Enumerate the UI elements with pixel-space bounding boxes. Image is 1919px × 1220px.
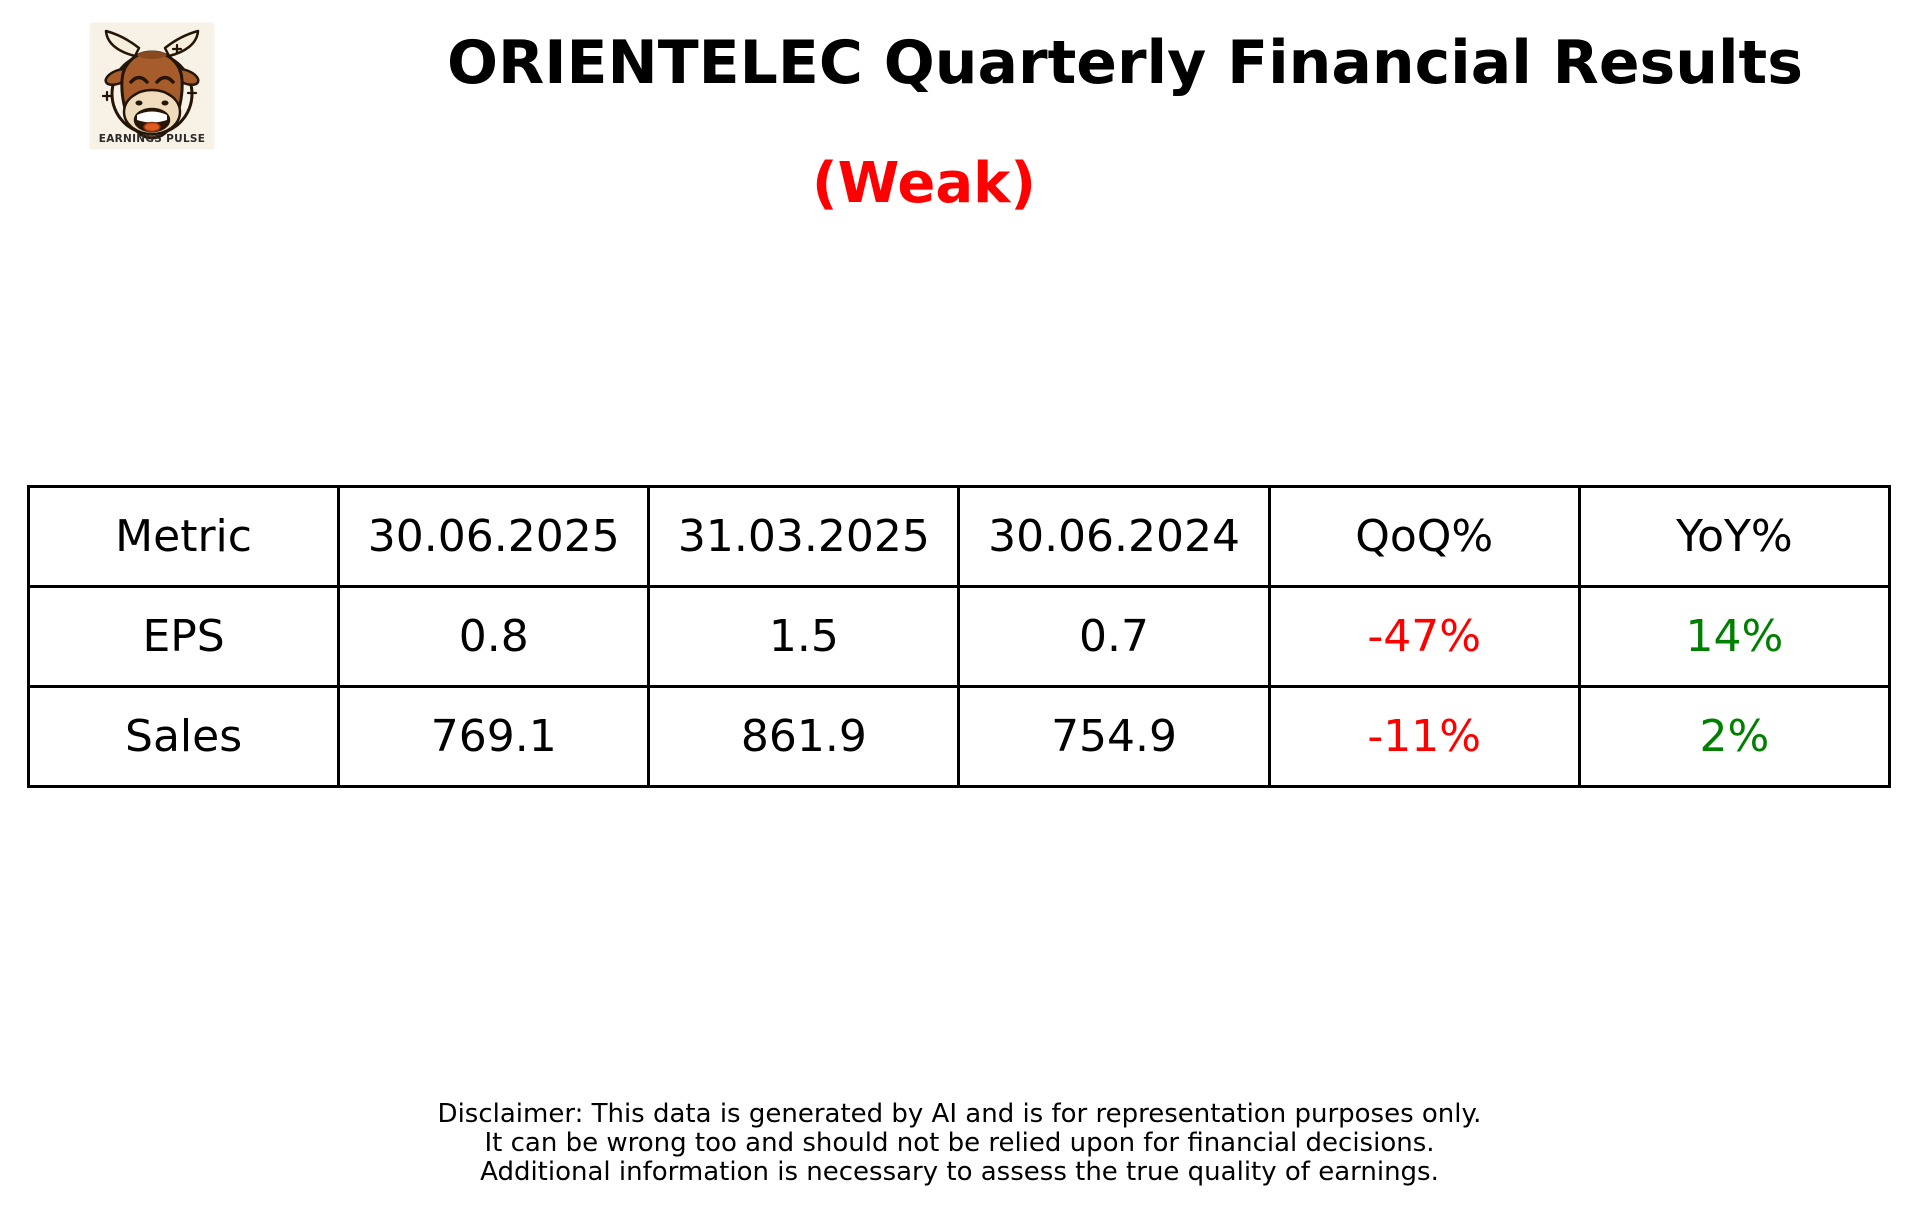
cell-yoy-change: 14% xyxy=(1577,585,1892,688)
verdict-label: (Weak) xyxy=(812,151,1036,216)
cell-value: 1.5 xyxy=(647,585,961,688)
header-cell-qoq: QoQ% xyxy=(1267,485,1581,588)
cell-value: 754.9 xyxy=(957,685,1271,788)
logo-brand-text: EARNINGS PULSE xyxy=(99,133,206,145)
page-title: ORIENTELEC Quarterly Financial Results xyxy=(447,28,1803,98)
disclaimer: Disclaimer: This data is generated by AI… xyxy=(0,1100,1919,1187)
header-cell-q-previous: 31.03.2025 xyxy=(647,485,961,588)
financials-table: Metric 30.06.2025 31.03.2025 30.06.2024 … xyxy=(26,485,1892,788)
header-cell-yoy: YoY% xyxy=(1577,485,1892,588)
cell-value: 769.1 xyxy=(337,685,651,788)
cell-metric: Sales xyxy=(26,685,341,788)
cell-qoq-change: -47% xyxy=(1267,585,1581,688)
cell-metric: EPS xyxy=(26,585,341,688)
cell-yoy-change: 2% xyxy=(1577,685,1892,788)
header-cell-q-current: 30.06.2025 xyxy=(337,485,651,588)
disclaimer-line: Additional information is necessary to a… xyxy=(480,1157,1439,1187)
earnings-pulse-logo: EARNINGS PULSE xyxy=(89,22,215,150)
header-cell-q-yearago: 30.06.2024 xyxy=(957,485,1271,588)
table-row-sales: Sales 769.1 861.9 754.9 -11% 2% xyxy=(26,685,1892,788)
cell-value: 0.7 xyxy=(957,585,1271,688)
table-row-eps: EPS 0.8 1.5 0.7 -47% 14% xyxy=(26,585,1892,688)
laughing-bull-icon: EARNINGS PULSE xyxy=(89,22,215,150)
disclaimer-line: It can be wrong too and should not be re… xyxy=(484,1128,1435,1158)
cell-qoq-change: -11% xyxy=(1267,685,1581,788)
disclaimer-line: Disclaimer: This data is generated by AI… xyxy=(437,1099,1482,1129)
table-header-row: Metric 30.06.2025 31.03.2025 30.06.2024 … xyxy=(26,485,1892,588)
cell-value: 861.9 xyxy=(647,685,961,788)
header-cell-metric: Metric xyxy=(26,485,341,588)
cell-value: 0.8 xyxy=(337,585,651,688)
